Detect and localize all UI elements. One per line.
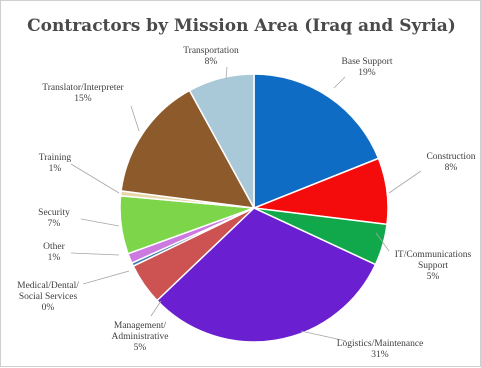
slice-label-transportation: Transportation 8% (183, 46, 239, 67)
leader-line-base-support (333, 76, 346, 89)
pie-slice-base-support (253, 73, 380, 210)
leader-line-construction (388, 170, 422, 194)
slice-label-it-communications-support: IT/Communications Support 5% (395, 250, 472, 282)
leader-line-it-communications-support (375, 232, 390, 252)
slice-label-training: Training 1% (39, 153, 72, 174)
pie-slice-logistics-maintenance (155, 207, 377, 343)
leader-line-logistics-maintenance (300, 330, 347, 342)
slice-label-translator-interpreter: Translator/Interpreter 15% (42, 83, 124, 104)
slice-label-base-support: Base Support 19% (342, 57, 393, 78)
slice-label-management-administrative: Management/Administrative 5% (112, 321, 169, 353)
pie-slice-translator-interpreter (120, 89, 256, 209)
chart-title: Contractors by Mission Area (Iraq and Sy… (27, 16, 456, 36)
slice-label-medical-dental-social-services: Medical/Dental/Social Services 0% (17, 281, 79, 313)
leader-line-medical-dental-social-services (82, 270, 130, 285)
leader-line-training (70, 163, 120, 194)
slice-label-construction: Construction 8% (426, 152, 475, 173)
leader-line-translator-interpreter (130, 105, 140, 132)
leader-line-transportation (225, 66, 228, 80)
slice-label-logistics-maintenance: Logistics/Maintenance 31% (337, 339, 424, 360)
pie-slice-transportation (188, 73, 255, 209)
leader-line-management-administrative (150, 300, 162, 317)
slice-label-other: Other 1% (43, 242, 65, 263)
leader-line-other (70, 252, 120, 256)
slice-label-security: Security 7% (38, 208, 70, 229)
leader-line-security (80, 218, 120, 227)
